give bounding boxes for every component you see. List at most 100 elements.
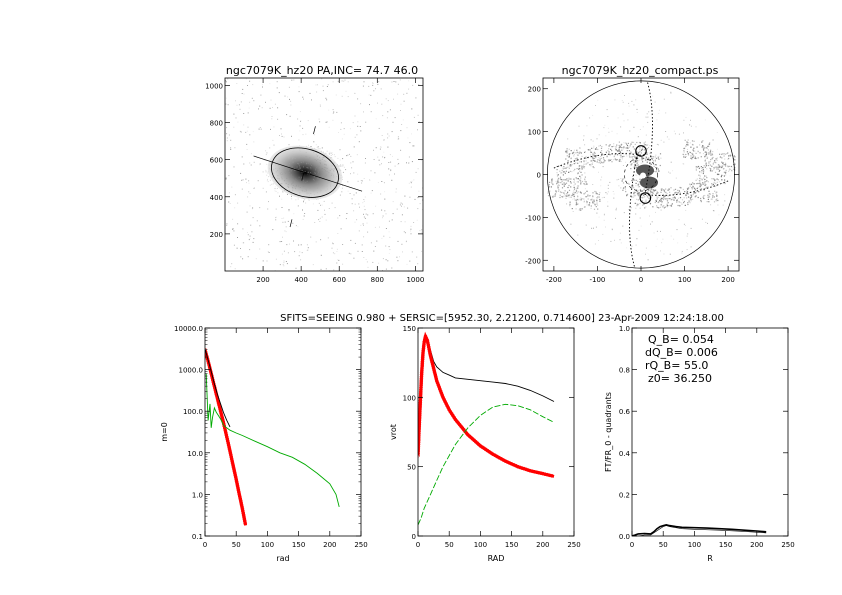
- arm-pixel: [708, 201, 710, 203]
- arm-pixel: [557, 185, 559, 187]
- arm-pixel: [636, 198, 638, 200]
- image-noise-pixel: [233, 166, 235, 168]
- image-noise-pixel: [385, 228, 387, 229]
- arm-pixel: [706, 152, 708, 154]
- deprojected-noise-pixel: [614, 148, 616, 150]
- arm-pixel: [636, 162, 638, 164]
- arm-pixel: [561, 191, 563, 194]
- arm-pixel: [581, 165, 583, 167]
- arm-pixel: [695, 169, 697, 171]
- arm-pixel: [631, 179, 633, 182]
- arm-pixel: [660, 199, 662, 201]
- arm-pixel: [709, 167, 711, 169]
- arm-pixel: [619, 152, 622, 154]
- deprojected-noise-pixel: [622, 101, 624, 103]
- galaxy-pixel: [323, 157, 325, 158]
- galaxy-pixel: [296, 185, 298, 187]
- vrot-series-bulge-point: [421, 351, 425, 355]
- image-noise-pixel: [390, 169, 392, 171]
- vrot-series-bulge-point: [503, 459, 508, 463]
- arm-pixel: [569, 170, 571, 172]
- arm-pixel: [713, 196, 715, 198]
- galaxy-pixel: [292, 151, 294, 153]
- arm-pixel: [565, 150, 567, 152]
- arm-pixel: [690, 194, 692, 196]
- galaxy-pixel: [301, 189, 303, 191]
- image-ytick-label: 200: [210, 231, 223, 239]
- arm-pixel: [642, 161, 644, 163]
- arm-pixel: [629, 187, 632, 189]
- image-noise-pixel: [246, 143, 248, 145]
- galaxy-pixel: [316, 146, 318, 148]
- deprojected-noise-pixel: [566, 203, 568, 205]
- galaxy-pixel: [288, 169, 290, 171]
- arm-pixel: [690, 199, 692, 201]
- arm-pixel: [594, 148, 597, 150]
- arm-pixel: [675, 191, 677, 193]
- image-noise-pixel: [347, 81, 349, 83]
- vrot-series-bulge-point: [445, 403, 449, 408]
- deprojected-noise-pixel: [651, 221, 653, 223]
- center-hole: [640, 172, 646, 179]
- galaxy-pixel: [280, 174, 282, 176]
- image-noise-pixel: [363, 224, 364, 226]
- arm-pixel: [724, 158, 726, 160]
- arm-pixel: [695, 157, 697, 160]
- arm-pixel: [722, 168, 725, 170]
- arm-pixel: [703, 189, 705, 191]
- arm-pixel: [634, 152, 636, 154]
- arm-pixel: [580, 183, 582, 185]
- vrot-series-bulge-point: [526, 468, 531, 472]
- arm-pixel: [710, 152, 712, 154]
- arm-pixel: [729, 155, 731, 157]
- arm-pixel: [565, 195, 567, 197]
- image-noise-pixel: [411, 161, 413, 163]
- image-noise-pixel: [383, 139, 385, 141]
- arm-pixel: [634, 143, 636, 145]
- arm-pixel: [578, 209, 580, 211]
- arm-pixel: [700, 188, 703, 190]
- arm-pixel: [576, 189, 578, 191]
- image-noise-pixel: [259, 164, 260, 166]
- arm-pixel: [629, 151, 631, 153]
- image-noise-pixel: [237, 223, 239, 225]
- arm-pixel: [666, 193, 668, 195]
- arm-pixel: [561, 183, 563, 185]
- arm-pixel: [633, 148, 635, 150]
- vrot-series-bulge-point: [480, 445, 485, 449]
- arm-pixel: [592, 202, 594, 204]
- galaxy-pixel: [328, 181, 330, 183]
- image-noise-pixel: [370, 192, 372, 194]
- arm-pixel: [564, 167, 566, 169]
- deprojected-xtick-label: -100: [589, 276, 605, 284]
- arm-pixel: [649, 152, 651, 155]
- arm-pixel: [608, 151, 610, 153]
- arm-pixel: [559, 196, 561, 199]
- image-noise-pixel: [363, 216, 365, 218]
- image-noise-pixel: [387, 137, 389, 139]
- image-noise-pixel: [413, 145, 415, 147]
- image-noise-pixel: [316, 91, 318, 93]
- image-noise-pixel: [388, 162, 390, 163]
- arm-pixel: [704, 160, 706, 162]
- image-noise-pixel: [387, 133, 389, 135]
- image-noise-pixel: [402, 119, 404, 121]
- image-noise-pixel: [241, 179, 243, 181]
- arm-pixel: [704, 158, 706, 160]
- deprojected-noise-pixel: [636, 238, 638, 240]
- arm-pixel: [655, 200, 657, 202]
- arm-pixel: [639, 149, 641, 151]
- deprojected-noise-pixel: [724, 200, 726, 202]
- arm-pixel: [710, 154, 712, 156]
- vrot-series-bulge-point: [437, 385, 441, 389]
- image-noise-pixel: [313, 141, 315, 143]
- image-noise-pixel: [411, 133, 412, 135]
- arm-pixel: [589, 202, 591, 204]
- arm-pixel: [692, 194, 694, 196]
- image-noise-pixel: [250, 224, 252, 226]
- deprojected-noise-pixel: [666, 199, 668, 201]
- image-noise-pixel: [381, 163, 382, 165]
- image-noise-pixel: [348, 252, 350, 254]
- image-noise-pixel: [388, 168, 390, 170]
- deprojected-noise-pixel: [625, 161, 627, 163]
